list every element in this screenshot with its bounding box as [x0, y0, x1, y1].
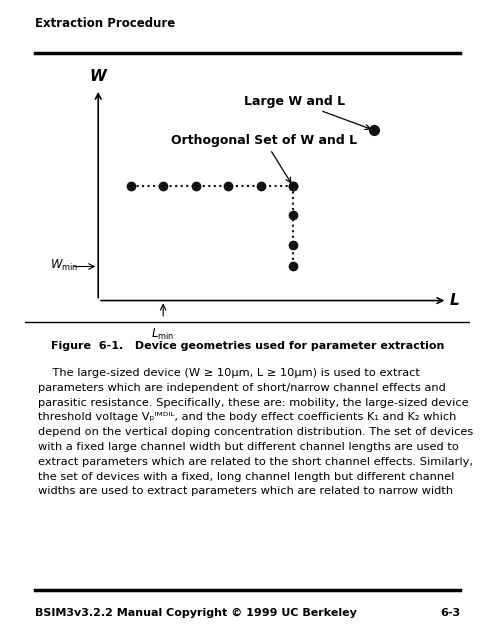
Text: 6-3: 6-3: [440, 608, 460, 618]
Text: Figure  6-1.   Device geometries used for parameter extraction: Figure 6-1. Device geometries used for p…: [51, 340, 444, 351]
Text: BSIM3v3.2.2 Manual Copyright © 1999 UC Berkeley: BSIM3v3.2.2 Manual Copyright © 1999 UC B…: [35, 608, 356, 618]
Text: $\mathit{W}_{\mathrm{min}}$: $\mathit{W}_{\mathrm{min}}$: [50, 258, 79, 273]
Text: L: L: [449, 293, 459, 308]
Text: Orthogonal Set of W and L: Orthogonal Set of W and L: [171, 134, 357, 182]
Text: $\mathit{L}_{\mathrm{min}}$: $\mathit{L}_{\mathrm{min}}$: [151, 327, 175, 342]
Text: Large W and L: Large W and L: [245, 95, 370, 129]
Text: The large-sized device (W ≥ 10μm, L ≥ 10μm) is used to extract
parameters which : The large-sized device (W ≥ 10μm, L ≥ 10…: [38, 368, 473, 497]
Text: W: W: [90, 69, 106, 84]
Text: Extraction Procedure: Extraction Procedure: [35, 17, 175, 30]
